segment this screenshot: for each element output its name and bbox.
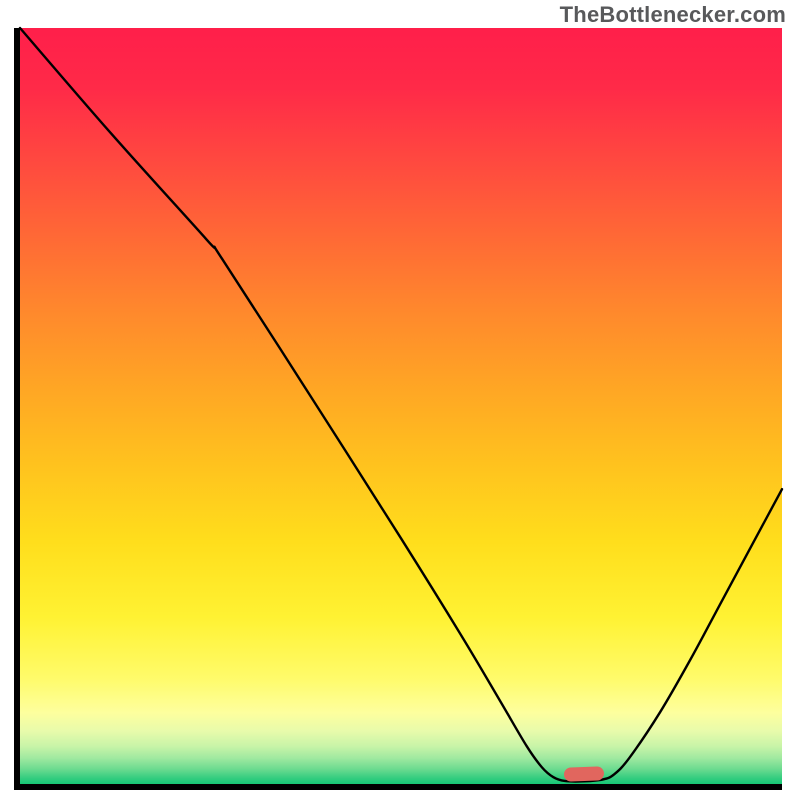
curve-path: [20, 28, 782, 782]
bottleneck-chart: [0, 0, 800, 800]
watermark-text: TheBottlenecker.com: [560, 2, 786, 28]
bottleneck-curve: [0, 0, 800, 800]
optimal-marker: [564, 766, 604, 781]
